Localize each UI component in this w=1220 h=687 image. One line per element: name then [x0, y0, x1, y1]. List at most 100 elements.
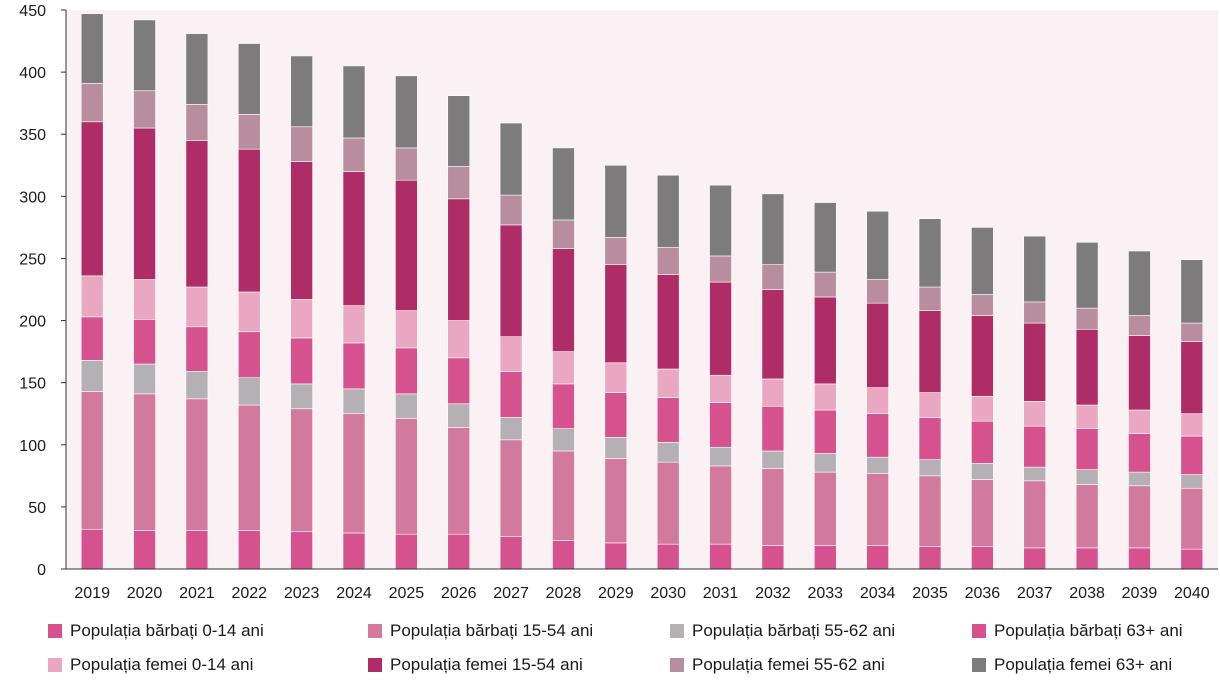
bar-segment [604, 164, 628, 238]
y-tick-label: 450 [19, 3, 46, 20]
y-tick-label: 300 [19, 189, 46, 206]
bar-segment [133, 363, 156, 395]
bar-segment [971, 479, 994, 547]
x-tick-label: 2021 [179, 585, 215, 602]
bar-segment [709, 543, 732, 570]
bar-segment [80, 360, 104, 392]
legend-item: Populația femei 15-54 ani [368, 655, 583, 675]
bar-segment [290, 383, 313, 410]
bar-segment [1128, 315, 1151, 336]
bar-segment [80, 82, 104, 123]
bar-segment [552, 248, 575, 352]
bar-segment [395, 533, 418, 570]
legend-item: Populația femei 55-62 ani [670, 655, 885, 675]
bar-segment [866, 473, 889, 546]
x-tick-label: 2033 [807, 585, 843, 602]
bar-segment [499, 336, 523, 372]
bar-segment [1023, 466, 1047, 482]
bar-segment [499, 194, 523, 226]
legend-label: Populația femei 0-14 ani [70, 655, 254, 674]
bar-segment [656, 441, 680, 463]
bars-layer [80, 13, 1204, 570]
bar-segment [971, 463, 994, 480]
bar-segment [185, 530, 209, 570]
bar-segment [656, 368, 680, 398]
x-tick-label: 2038 [1069, 585, 1105, 602]
legend-item: Populația bărbați 15-54 ani [368, 621, 593, 641]
bar-segment [656, 461, 680, 545]
bar-segment [866, 456, 889, 474]
bar-segment [971, 227, 994, 295]
y-tick-label: 350 [19, 127, 46, 144]
x-tick-label: 2037 [1017, 585, 1053, 602]
x-tick-label: 2019 [74, 585, 110, 602]
bar-segment [395, 75, 418, 149]
bar-segment [918, 392, 942, 418]
bar-segment [342, 65, 366, 139]
bar-segment [395, 418, 418, 535]
bar-segment [499, 224, 523, 338]
bar-segment [1075, 484, 1099, 549]
bar-segment [1075, 469, 1099, 485]
legend-swatch [972, 624, 986, 638]
bar-segment [709, 446, 732, 467]
bar-segment [918, 459, 942, 477]
bar-segment [499, 536, 523, 570]
bar-segment [866, 302, 889, 388]
x-tick-label: 2024 [336, 585, 372, 602]
bar-segment [237, 114, 261, 150]
bar-segment [80, 316, 104, 361]
x-tick-label: 2028 [546, 585, 582, 602]
bar-segment [447, 427, 471, 535]
legend: Populația bărbați 0-14 ani Populația bărb… [48, 619, 1220, 685]
bar-segment [918, 475, 942, 547]
bar-segment [761, 264, 785, 290]
y-tick-label: 100 [19, 438, 46, 455]
bar-segment [133, 127, 156, 280]
bar-segment [971, 294, 994, 316]
bar-segment [185, 104, 209, 141]
bar-segment [237, 377, 261, 406]
bar-segment [918, 286, 942, 311]
bar-segment [971, 546, 994, 570]
legend-label: Populația bărbați 55-62 ani [692, 621, 896, 640]
bar-segment [552, 383, 575, 429]
bar-segment [709, 374, 732, 403]
bar-segment [604, 362, 628, 393]
legend-item: Populația bărbați 55-62 ani [670, 621, 895, 641]
bar-segment [80, 13, 104, 84]
bar-segment [761, 468, 785, 546]
bar-segment [395, 310, 418, 349]
y-tick-label: 0 [37, 562, 46, 579]
bar-segment [813, 545, 837, 570]
bar-segment [918, 546, 942, 570]
bar-segment [1180, 322, 1204, 342]
legend-swatch [670, 658, 684, 672]
bar-segment [1180, 435, 1204, 475]
bar-segment [1075, 307, 1099, 330]
legend-swatch [368, 658, 382, 672]
legend-swatch [48, 624, 62, 638]
bar-segment [185, 398, 209, 531]
bar-segment [918, 417, 942, 460]
bar-segment [866, 413, 889, 458]
legend-item: Populația femei 0-14 ani [48, 655, 253, 675]
x-tick-label: 2022 [231, 585, 267, 602]
bar-segment [866, 210, 889, 280]
bar-segment [918, 218, 942, 288]
bar-segment [1023, 547, 1047, 570]
bar-segment [1075, 428, 1099, 470]
bar-segment [1128, 471, 1151, 487]
bar-segment [342, 137, 366, 172]
bar-segment [761, 405, 785, 452]
bar-segment [80, 391, 104, 530]
x-tick-label: 2029 [598, 585, 634, 602]
bar-segment [1023, 301, 1047, 324]
bar-segment [1128, 409, 1151, 434]
bar-segment [971, 420, 994, 464]
bar-segment [552, 351, 575, 385]
bar-segment [290, 161, 313, 300]
stacked-bar-chart: 2019 2020 2021 2022 2023 2024 2025 2026 2027 2028… [19, 3, 1218, 602]
bar-segment [866, 387, 889, 415]
bar-segment [1075, 404, 1099, 429]
